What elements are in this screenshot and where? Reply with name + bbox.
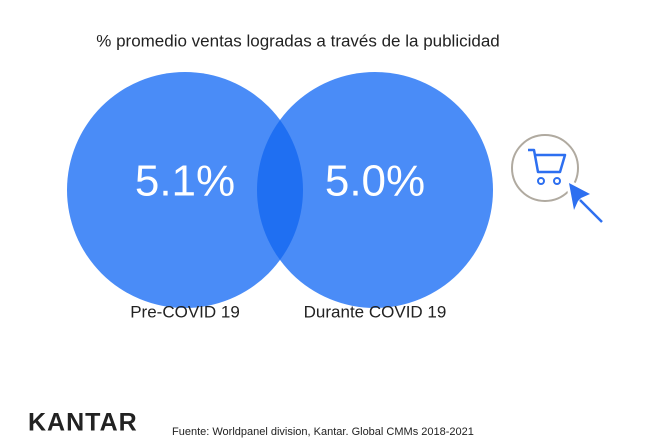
value-label: 5.0%: [325, 157, 425, 206]
value-label: 5.1%: [135, 157, 235, 206]
brand-logo: KANTAR: [28, 409, 138, 437]
chart-title: % promedio ventas logradas a través de l…: [96, 31, 500, 50]
venn-circle: [257, 72, 493, 308]
venn: 5.1% Pre-COVID 19 5.0% Durante COVID 19: [67, 72, 493, 321]
cart-icon: [511, 134, 606, 226]
category-label: Pre-COVID 19: [130, 302, 240, 321]
category-label: Durante COVID 19: [304, 302, 447, 321]
source-note: Fuente: Worldpanel division, Kantar. Glo…: [172, 426, 474, 438]
venn-circle: [67, 72, 303, 308]
